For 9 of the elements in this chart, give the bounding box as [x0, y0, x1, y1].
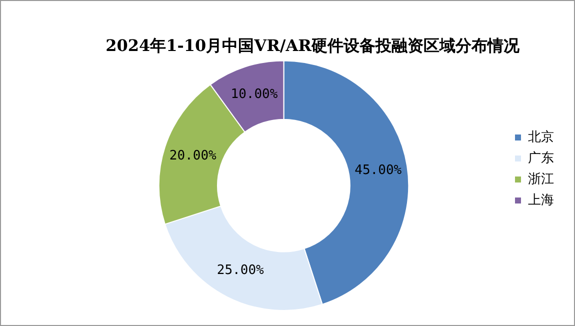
legend-label: 北京: [528, 130, 554, 145]
data-label: 10.00%: [230, 87, 278, 102]
data-label: 25.00%: [216, 263, 264, 278]
legend-label: 浙江: [528, 172, 554, 187]
chart-title: 2024年1-10月中国VR/AR硬件设备投融资区域分布情况: [106, 36, 520, 55]
legend-label: 上海: [528, 192, 554, 208]
data-label: 20.00%: [169, 148, 217, 164]
legend-label: 广东: [528, 150, 554, 166]
data-label: 45.00%: [354, 163, 402, 178]
